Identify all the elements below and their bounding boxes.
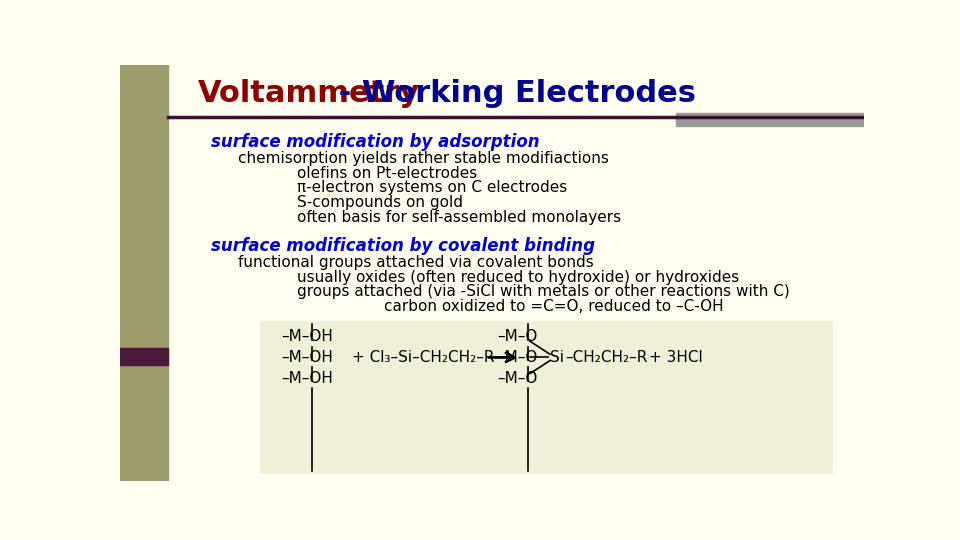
Text: + Cl₃–Si–CH₂CH₂–R: + Cl₃–Si–CH₂CH₂–R xyxy=(352,350,495,365)
Bar xyxy=(120,348,168,365)
Text: functional groups attached via covalent bonds: functional groups attached via covalent … xyxy=(238,255,593,270)
Text: –M–O: –M–O xyxy=(497,370,538,386)
Text: –CH₂CH₂–R: –CH₂CH₂–R xyxy=(565,350,648,365)
Text: chemisorption yields rather stable modifiactions: chemisorption yields rather stable modif… xyxy=(238,151,609,166)
Text: –M–OH: –M–OH xyxy=(281,350,333,365)
Text: Voltammetry: Voltammetry xyxy=(198,79,420,107)
Text: olefins on Pt-electrodes: olefins on Pt-electrodes xyxy=(297,166,477,181)
Text: S-compounds on gold: S-compounds on gold xyxy=(297,195,463,210)
Bar xyxy=(259,321,833,475)
Text: often basis for self-assembled monolayers: often basis for self-assembled monolayer… xyxy=(297,210,621,225)
Text: Si: Si xyxy=(550,350,564,365)
Text: –M–O: –M–O xyxy=(497,329,538,344)
Text: groups attached (via -SiCl with metals or other reactions with C): groups attached (via -SiCl with metals o… xyxy=(297,284,789,299)
Text: surface modification by covalent binding: surface modification by covalent binding xyxy=(211,237,595,254)
Text: + 3HCl: + 3HCl xyxy=(649,350,703,365)
Text: π-electron systems on C electrodes: π-electron systems on C electrodes xyxy=(297,180,567,195)
Text: - Working Electrodes: - Working Electrodes xyxy=(327,79,696,107)
Text: carbon oxidized to =C=O, reduced to –C-OH: carbon oxidized to =C=O, reduced to –C-O… xyxy=(383,299,723,314)
Text: surface modification by adsorption: surface modification by adsorption xyxy=(211,132,540,151)
Text: –M–OH: –M–OH xyxy=(281,329,333,344)
Text: –M–OH: –M–OH xyxy=(281,370,333,386)
Bar xyxy=(677,112,864,126)
Text: usually oxides (often reduced to hydroxide) or hydroxides: usually oxides (often reduced to hydroxi… xyxy=(297,269,739,285)
Text: –M–O: –M–O xyxy=(497,350,538,365)
Bar xyxy=(120,65,168,481)
